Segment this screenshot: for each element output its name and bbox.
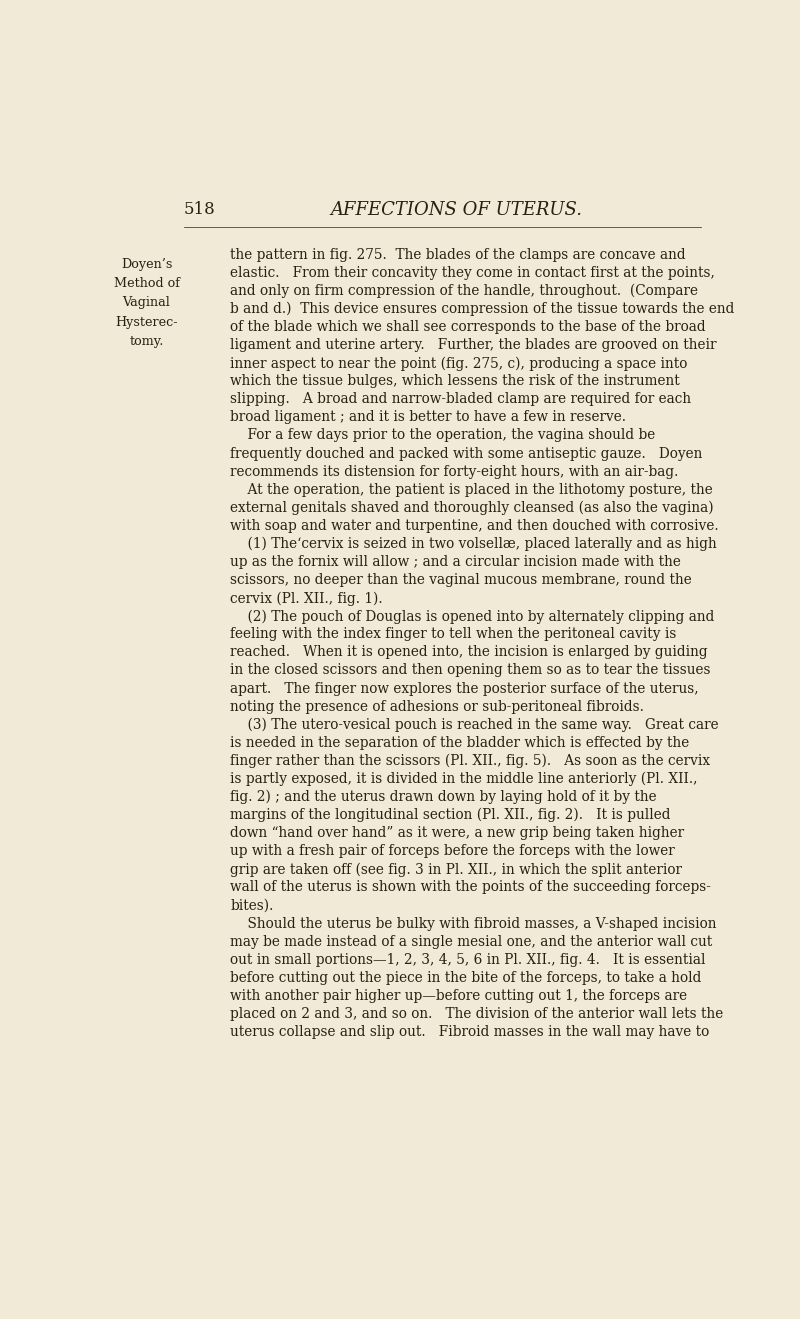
Text: elastic.   From their concavity they come in contact first at the points,: elastic. From their concavity they come … — [230, 265, 715, 280]
Text: scissors, no deeper than the vaginal mucous membrane, round the: scissors, no deeper than the vaginal muc… — [230, 572, 692, 587]
Text: uterus collapse and slip out.   Fibroid masses in the wall may have to: uterus collapse and slip out. Fibroid ma… — [230, 1025, 710, 1039]
Text: down “hand over hand” as it were, a new grip being taken higher: down “hand over hand” as it were, a new … — [230, 826, 684, 840]
Text: margins of the longitudinal section (Pl. XII., fig. 2).   It is pulled: margins of the longitudinal section (Pl.… — [230, 809, 670, 823]
Text: grip are taken off (see fig. 3 in Pl. XII., in which the split anterior: grip are taken off (see fig. 3 in Pl. XI… — [230, 863, 682, 877]
Text: cervix (Pl. XII., fig. 1).: cervix (Pl. XII., fig. 1). — [230, 591, 383, 605]
Text: Doyen’s: Doyen’s — [121, 257, 172, 270]
Text: apart.   The finger now explores the posterior surface of the uterus,: apart. The finger now explores the poste… — [230, 682, 699, 695]
Text: may be made instead of a single mesial one, and the anterior wall cut: may be made instead of a single mesial o… — [230, 935, 713, 948]
Text: At the operation, the patient is placed in the lithotomy posture, the: At the operation, the patient is placed … — [230, 483, 713, 497]
Text: is needed in the separation of the bladder which is effected by the: is needed in the separation of the bladd… — [230, 736, 690, 749]
Text: out in small portions—1, 2, 3, 4, 5, 6 in Pl. XII., fig. 4.   It is essential: out in small portions—1, 2, 3, 4, 5, 6 i… — [230, 952, 706, 967]
Text: with another pair higher up—before cutting out 1, the forceps are: with another pair higher up—before cutti… — [230, 989, 687, 1002]
Text: Vaginal: Vaginal — [122, 297, 170, 310]
Text: with soap and water and turpentine, and then douched with corrosive.: with soap and water and turpentine, and … — [230, 518, 719, 533]
Text: the pattern in fig. 275.  The blades of the clamps are concave and: the pattern in fig. 275. The blades of t… — [230, 248, 686, 261]
Text: (2) The pouch of Douglas is opened into by alternately clipping and: (2) The pouch of Douglas is opened into … — [230, 609, 714, 624]
Text: finger rather than the scissors (Pl. XII., fig. 5).   As soon as the cervix: finger rather than the scissors (Pl. XII… — [230, 754, 710, 768]
Text: tomy.: tomy. — [130, 335, 164, 348]
Text: slipping.   A broad and narrow-bladed clamp are required for each: slipping. A broad and narrow-bladed clam… — [230, 392, 691, 406]
Text: (3) The utero-vesical pouch is reached in the same way.   Great care: (3) The utero-vesical pouch is reached i… — [230, 718, 719, 732]
Text: of the blade which we shall see corresponds to the base of the broad: of the blade which we shall see correspo… — [230, 321, 706, 334]
Text: Should the uterus be bulky with fibroid masses, a V-shaped incision: Should the uterus be bulky with fibroid … — [230, 917, 717, 930]
Text: inner aspect to near the point (fig. 275, c), producing a space into: inner aspect to near the point (fig. 275… — [230, 356, 687, 371]
Text: placed on 2 and 3, and so on.   The division of the anterior wall lets the: placed on 2 and 3, and so on. The divisi… — [230, 1006, 723, 1021]
Text: b and d.)  This device ensures compression of the tissue towards the end: b and d.) This device ensures compressio… — [230, 302, 734, 317]
Text: is partly exposed, it is divided in the middle line anteriorly (Pl. XII.,: is partly exposed, it is divided in the … — [230, 772, 698, 786]
Text: in the closed scissors and then opening them so as to tear the tissues: in the closed scissors and then opening … — [230, 663, 710, 678]
Text: before cutting out the piece in the bite of the forceps, to take a hold: before cutting out the piece in the bite… — [230, 971, 702, 985]
Text: bites).: bites). — [230, 898, 274, 913]
Text: up as the fornix will allow ; and a circular incision made with the: up as the fornix will allow ; and a circ… — [230, 555, 681, 568]
Text: broad ligament ; and it is better to have a few in reserve.: broad ligament ; and it is better to hav… — [230, 410, 626, 425]
Text: recommends its distension for forty-eight hours, with an air-bag.: recommends its distension for forty-eigh… — [230, 464, 678, 479]
Text: 518: 518 — [184, 200, 215, 218]
Text: frequently douched and packed with some antiseptic gauze.   Doyen: frequently douched and packed with some … — [230, 447, 702, 460]
Text: Hysterec-: Hysterec- — [115, 315, 178, 328]
Text: and only on firm compression of the handle, throughout.  (Compare: and only on firm compression of the hand… — [230, 284, 698, 298]
Text: up with a fresh pair of forceps before the forceps with the lower: up with a fresh pair of forceps before t… — [230, 844, 675, 859]
Text: external genitals shaved and thoroughly cleansed (as also the vagina): external genitals shaved and thoroughly … — [230, 501, 714, 516]
Text: For a few days prior to the operation, the vagina should be: For a few days prior to the operation, t… — [230, 429, 655, 442]
Text: reached.   When it is opened into, the incision is enlarged by guiding: reached. When it is opened into, the inc… — [230, 645, 708, 660]
Text: ligament and uterine artery.   Further, the blades are grooved on their: ligament and uterine artery. Further, th… — [230, 338, 717, 352]
Text: Method of: Method of — [114, 277, 179, 290]
Text: feeling with the index finger to tell when the peritoneal cavity is: feeling with the index finger to tell wh… — [230, 628, 677, 641]
Text: which the tissue bulges, which lessens the risk of the instrument: which the tissue bulges, which lessens t… — [230, 375, 680, 388]
Text: wall of the uterus is shown with the points of the succeeding forceps-: wall of the uterus is shown with the poi… — [230, 880, 711, 894]
Text: (1) Theʻcervix is seized in two volsellæ, placed laterally and as high: (1) Theʻcervix is seized in two volsellæ… — [230, 537, 717, 551]
Text: noting the presence of adhesions or sub-peritoneal fibroids.: noting the presence of adhesions or sub-… — [230, 699, 644, 714]
Text: AFFECTIONS OF UTERUS.: AFFECTIONS OF UTERUS. — [330, 200, 582, 219]
Text: fig. 2) ; and the uterus drawn down by laying hold of it by the: fig. 2) ; and the uterus drawn down by l… — [230, 790, 657, 805]
